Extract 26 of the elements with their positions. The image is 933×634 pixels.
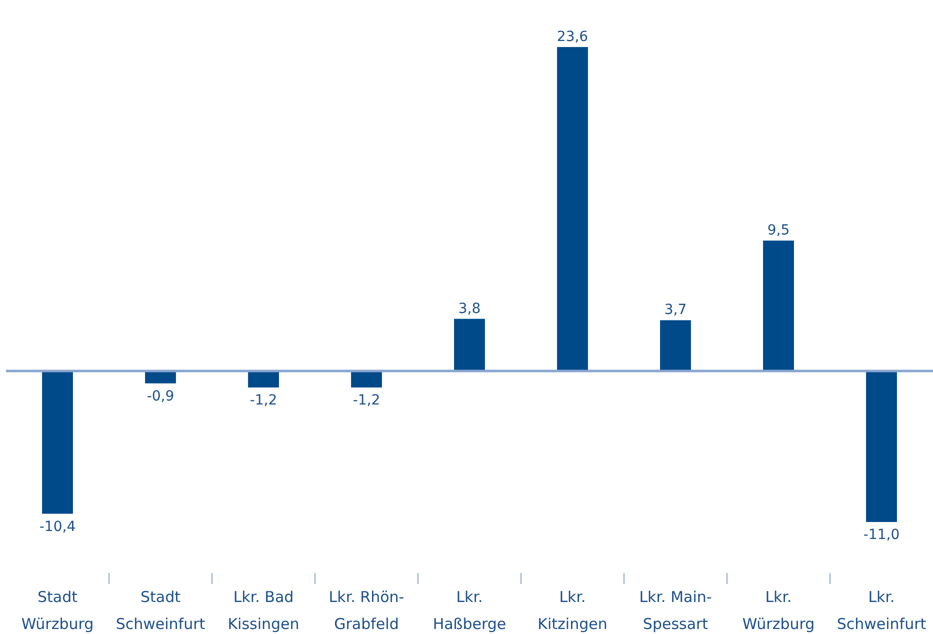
data-label: -11,0 xyxy=(863,527,900,543)
data-label: -1,2 xyxy=(250,392,278,408)
data-label: 3,7 xyxy=(664,302,687,318)
bar xyxy=(557,47,588,371)
x-tick-label: Lkr. Schweinfurt xyxy=(836,588,926,633)
data-label: 23,6 xyxy=(556,29,588,46)
x-tick-label: Stadt Würzburg xyxy=(21,588,94,633)
data-label: -10,4 xyxy=(39,518,76,535)
data-label: -0,9 xyxy=(146,388,174,404)
data-label: -1,2 xyxy=(352,392,380,408)
bar xyxy=(42,371,73,514)
data-label: 9,5 xyxy=(767,222,790,239)
bar xyxy=(866,371,897,522)
bar xyxy=(248,371,279,388)
x-tick-label: Stadt Schweinfurt xyxy=(116,588,206,633)
bar xyxy=(763,240,794,371)
bar xyxy=(351,371,382,388)
bar xyxy=(660,320,691,371)
x-tick-label: Lkr. Würzburg xyxy=(742,588,815,633)
x-tick-label: Lkr. Rhön-Grabfeld xyxy=(328,588,404,633)
bar xyxy=(454,318,485,371)
data-label: 3,8 xyxy=(458,300,481,317)
x-tick-label: Lkr. Bad Kissingen xyxy=(228,588,300,633)
x-tick-label: Lkr. Haßberge xyxy=(432,588,506,633)
x-tick-label: Lkr. Main-Spessart xyxy=(639,588,712,633)
x-tick-label: Lkr. Kitzingen xyxy=(538,588,608,633)
